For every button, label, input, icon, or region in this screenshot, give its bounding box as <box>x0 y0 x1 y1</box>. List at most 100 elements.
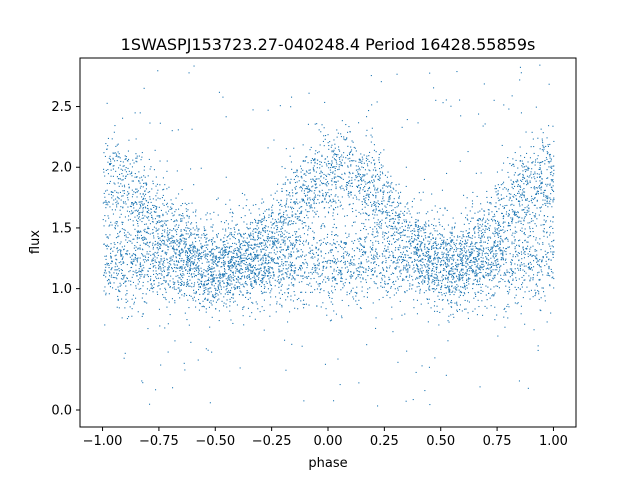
data-point <box>361 203 363 205</box>
data-point <box>179 289 181 291</box>
data-point <box>479 278 481 280</box>
data-point <box>248 246 250 248</box>
data-point <box>369 246 371 248</box>
data-point <box>367 288 369 290</box>
data-point <box>314 264 316 266</box>
data-point <box>515 212 517 214</box>
data-point <box>492 250 494 252</box>
data-point <box>157 241 159 243</box>
data-point <box>540 249 542 251</box>
data-point <box>127 206 129 208</box>
data-point <box>195 275 197 277</box>
data-point <box>112 250 114 252</box>
data-point <box>105 200 107 202</box>
data-point <box>369 226 371 228</box>
data-point <box>162 177 164 179</box>
data-point <box>526 214 528 216</box>
data-point <box>466 242 468 244</box>
data-point <box>418 250 420 252</box>
data-point <box>122 221 124 223</box>
data-point <box>148 242 150 244</box>
data-point <box>271 212 273 214</box>
data-point <box>301 220 303 222</box>
data-point <box>392 257 394 259</box>
data-point <box>166 202 168 204</box>
data-point <box>363 223 365 225</box>
data-point <box>344 267 346 269</box>
data-point <box>375 255 377 257</box>
data-point <box>375 195 377 197</box>
data-point <box>112 213 114 215</box>
data-point <box>144 259 146 261</box>
data-point <box>358 240 360 242</box>
data-point <box>152 265 154 267</box>
data-point <box>238 250 240 252</box>
data-point <box>481 225 483 227</box>
data-point <box>496 229 498 231</box>
data-point <box>154 251 156 253</box>
data-point <box>379 210 381 212</box>
data-point <box>463 264 465 266</box>
data-point <box>337 196 339 198</box>
data-point <box>435 274 437 276</box>
data-point <box>440 234 442 236</box>
data-point <box>352 197 354 199</box>
data-point <box>325 194 327 196</box>
data-point <box>410 242 412 244</box>
data-point <box>174 242 176 244</box>
data-point <box>309 282 311 284</box>
data-point <box>249 257 251 259</box>
data-point <box>522 176 524 178</box>
data-point <box>142 255 144 257</box>
data-point <box>485 285 487 287</box>
data-point <box>133 162 135 164</box>
data-point <box>359 237 361 239</box>
data-point <box>231 246 233 248</box>
data-point <box>208 268 210 270</box>
data-point <box>387 186 389 188</box>
data-point <box>171 248 173 250</box>
data-point <box>150 208 152 210</box>
data-point <box>182 250 184 252</box>
data-point <box>263 266 265 268</box>
data-point <box>525 131 527 133</box>
data-point <box>520 222 522 224</box>
data-point <box>162 235 164 237</box>
data-point <box>507 279 509 281</box>
data-point <box>254 277 256 279</box>
data-point <box>151 232 153 234</box>
data-point <box>246 292 248 294</box>
data-point <box>324 216 326 218</box>
data-point <box>296 248 298 250</box>
data-point <box>135 272 137 274</box>
data-point <box>229 234 231 236</box>
data-point <box>240 257 242 259</box>
data-point <box>190 261 192 263</box>
data-point <box>504 259 506 261</box>
data-point <box>149 198 151 200</box>
data-point <box>334 167 336 169</box>
data-point <box>321 261 323 263</box>
data-point <box>162 226 164 228</box>
data-point <box>448 273 450 275</box>
data-point <box>495 245 497 247</box>
data-point <box>142 207 144 209</box>
data-point <box>203 226 205 228</box>
data-point <box>448 274 450 276</box>
data-point <box>379 221 381 223</box>
data-point <box>519 216 521 218</box>
data-point <box>286 198 288 200</box>
data-point <box>229 305 231 307</box>
data-point <box>314 266 316 268</box>
data-point <box>296 174 298 176</box>
data-point <box>488 273 490 275</box>
data-point <box>290 267 292 269</box>
data-point <box>527 211 529 213</box>
data-point <box>180 249 182 251</box>
data-point <box>167 249 169 251</box>
data-point <box>356 185 358 187</box>
data-point <box>442 257 444 259</box>
data-point <box>408 257 410 259</box>
data-point <box>450 263 452 265</box>
data-point <box>208 270 210 272</box>
